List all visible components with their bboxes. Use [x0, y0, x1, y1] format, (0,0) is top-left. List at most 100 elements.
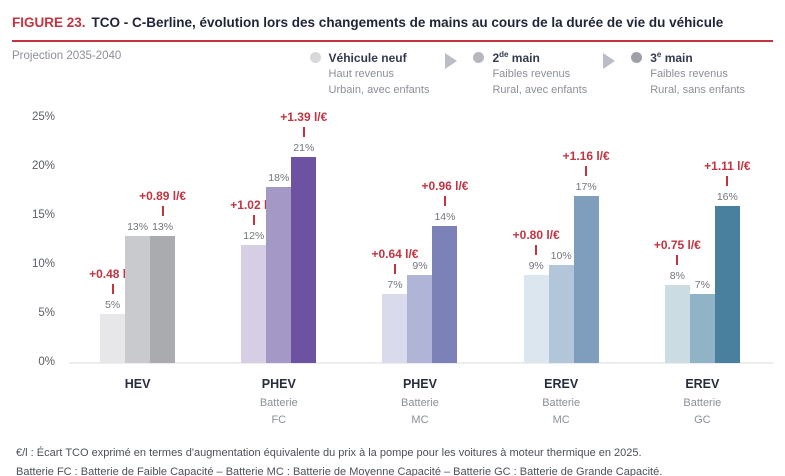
legend-dot-icon — [631, 52, 643, 63]
y-tick-label: 15% — [31, 209, 55, 221]
bar-value-label: 17% — [575, 181, 597, 194]
bar: 13% — [125, 221, 151, 363]
bar-value-label: 16% — [716, 191, 738, 204]
bar-group: 7% +0.64 l/€ 9% 14% +0.96 l/€ — [371, 118, 468, 363]
legend-item-2de-main: 2de main Faibles revenus Rural, avec enf… — [473, 50, 587, 99]
figure-number: FIGURE 23. — [12, 15, 86, 30]
category-label-block: PHEV Batterie FC — [219, 377, 339, 428]
annotation-tick — [302, 127, 305, 138]
annotation-value: +0.80 l/€ — [512, 227, 560, 242]
annotation-value: +0.96 l/€ — [421, 178, 469, 193]
bar-value-label: 8% — [669, 269, 685, 282]
y-tick-label: 25% — [31, 111, 55, 123]
legend-item-title: 3e main — [650, 50, 693, 65]
bar-group: 8% +0.75 l/€ 7% 16% +1.11 l/€ — [654, 118, 751, 363]
category-sublabel: Batterie FC — [259, 397, 298, 426]
bar-value-label: 7% — [387, 279, 403, 292]
footnote-batteries: Batterie FC : Batterie de Faible Capacit… — [16, 466, 663, 476]
subtitle-legend-row: Projection 2035-2040 Véhicule neuf Haut … — [12, 50, 773, 112]
bar: 9% — [407, 260, 433, 363]
footnotes: €/l : Écart TCO exprimé en termes d'augm… — [16, 444, 773, 476]
bar: 21% +1.39 l/€ — [280, 110, 327, 363]
bar: 13% +0.89 l/€ — [139, 189, 186, 363]
category-label-block: EREV Batterie GC — [642, 377, 762, 428]
bar: 12% +1.02 l/€ — [230, 198, 277, 363]
y-tick-label: 20% — [31, 160, 55, 172]
category-label: PHEV — [402, 377, 437, 391]
bar-trio: 8% +0.75 l/€ 7% 16% +1.11 l/€ — [654, 159, 751, 363]
category-label: HEV — [124, 377, 151, 391]
y-tick-label: 10% — [31, 258, 55, 270]
x-axis-baseline — [69, 362, 773, 364]
category-label: EREV — [544, 377, 579, 391]
legend-item-3e-main: 3e main Faibles revenus Rural, sans enfa… — [631, 50, 745, 99]
annotation-tick — [252, 215, 255, 226]
bar-value-label: 13% — [127, 220, 149, 233]
annotation-value: +0.89 l/€ — [139, 188, 187, 203]
bar: 14% +0.96 l/€ — [421, 179, 468, 363]
category-label: EREV — [685, 377, 720, 391]
legend-dot-icon — [473, 52, 485, 63]
annotation-value: +1.16 l/€ — [562, 149, 610, 164]
category-sublabel: Batterie MC — [542, 397, 581, 426]
x-axis-labels: HEV PHEV Batterie FC PHEV Batterie MC EREV Batte… — [67, 377, 773, 428]
category-label: PHEV — [261, 377, 296, 391]
bar-value-label: 5% — [105, 299, 121, 311]
plot-area: 0% 5% 10% 15% 20% 25% 5% +0.48 l/€ 13% 13% +0.89 … — [32, 110, 773, 368]
annotation-value: +0.48 l/€ — [89, 267, 137, 281]
legend: Véhicule neuf Haut revenus Urbain, avec … — [309, 50, 745, 99]
bar: 5% +0.48 l/€ — [89, 267, 136, 363]
figure-header: FIGURE 23. TCO - C-Berline, évolution lor… — [12, 14, 773, 42]
bar-value-label: 10% — [550, 250, 572, 262]
bar-value-label: 21% — [293, 142, 315, 155]
annotation-tick — [535, 244, 538, 255]
legend-item-subtext: Haut revenus Urbain, avec enfants — [328, 68, 430, 96]
legend-item-subtext: Faibles revenus Rural, avec enfants — [492, 68, 588, 96]
category-label-block: HEV — [78, 377, 198, 428]
bar: 7% +0.64 l/€ — [371, 247, 418, 363]
bar-value-label: 18% — [268, 171, 290, 184]
legend-item-title: 2de main — [492, 50, 540, 65]
legend-item-title: Véhicule neuf — [328, 51, 407, 65]
y-tick-label: 0% — [38, 356, 55, 368]
bar-group: 12% +1.02 l/€ 18% 21% +1.39 l/€ — [230, 110, 327, 363]
annotation-value: +0.75 l/€ — [653, 237, 701, 252]
arrow-right-icon — [445, 53, 458, 69]
bar: 10% — [548, 250, 574, 363]
bar: 8% +0.75 l/€ — [654, 238, 701, 363]
bar-trio: 7% +0.64 l/€ 9% 14% +0.96 l/€ — [371, 179, 468, 363]
annotation-tick — [393, 264, 396, 275]
bar-value-label: 9% — [412, 259, 428, 272]
arrow-right-icon — [603, 53, 616, 69]
bar-chart: 0% 5% 10% 15% 20% 25% 5% +0.48 l/€ 13% 13% +0.89 … — [32, 110, 773, 428]
bar-groups: 5% +0.48 l/€ 13% 13% +0.89 l/€ 12% +1.02 l/€ 18… — [67, 110, 773, 363]
legend-item-vehicule-neuf: Véhicule neuf Haut revenus Urbain, avec … — [309, 50, 430, 99]
legend-item-subtext: Faibles revenus Rural, sans enfants — [650, 68, 745, 96]
annotation-tick — [726, 176, 729, 187]
annotation-tick — [161, 205, 164, 216]
projection-subtitle: Projection 2035-2040 — [12, 50, 122, 62]
bar-value-label: 12% — [243, 230, 265, 243]
annotation-tick — [676, 254, 679, 265]
category-sublabel: Batterie MC — [401, 397, 439, 426]
category-sublabel: Batterie GC — [683, 397, 722, 426]
legend-dot-icon — [309, 52, 321, 63]
bar: 17% +1.16 l/€ — [563, 149, 610, 363]
annotation-value: +0.64 l/€ — [371, 247, 419, 262]
bar-value-label: 14% — [434, 210, 456, 223]
annotation-tick — [443, 195, 446, 206]
annotation-value: +1.02 l/€ — [230, 198, 278, 213]
y-tick-label: 5% — [38, 307, 55, 319]
bar-value-label: 7% — [694, 279, 710, 292]
bar: 16% +1.11 l/€ — [704, 159, 751, 363]
bar: 18% — [266, 172, 292, 363]
annotation-value: +1.11 l/€ — [704, 159, 751, 174]
annotation-tick — [111, 284, 114, 294]
annotation-tick — [585, 166, 588, 177]
bar: 7% — [689, 279, 715, 363]
bar-group: 5% +0.48 l/€ 13% 13% +0.89 l/€ — [89, 118, 186, 363]
bar-value-label: 9% — [528, 259, 544, 272]
bar-group: 9% +0.80 l/€ 10% 17% +1.16 l/€ — [513, 118, 610, 363]
bar-trio: 12% +1.02 l/€ 18% 21% +1.39 l/€ — [230, 110, 327, 363]
